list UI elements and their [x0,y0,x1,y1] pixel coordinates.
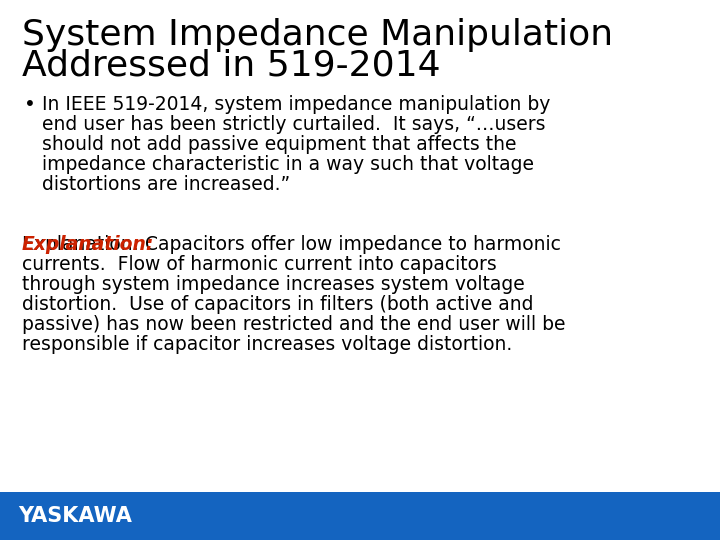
Text: Addressed in 519-2014: Addressed in 519-2014 [22,48,441,82]
Text: In IEEE 519-2014, system impedance manipulation by: In IEEE 519-2014, system impedance manip… [42,95,550,114]
Bar [0,492,720,540]
Text: end user has been strictly curtailed.  It says, “…users: end user has been strictly curtailed. It… [42,115,546,134]
Text: Explanation: Capacitors offer low impedance to harmonic: Explanation: Capacitors offer low impeda… [22,235,561,254]
Text: distortion.  Use of capacitors in filters (both active and: distortion. Use of capacitors in filters… [22,295,534,314]
Text: responsible if capacitor increases voltage distortion.: responsible if capacitor increases volta… [22,335,512,354]
Text: YASKAWA: YASKAWA [18,506,132,526]
Text: Explanation:: Explanation: [22,235,154,254]
Text: through system impedance increases system voltage: through system impedance increases syste… [22,275,525,294]
Text: passive) has now been restricted and the end user will be: passive) has now been restricted and the… [22,315,565,334]
Text: distortions are increased.”: distortions are increased.” [42,175,290,194]
Text: impedance characteristic in a way such that voltage: impedance characteristic in a way such t… [42,155,534,174]
Text: •: • [24,95,36,114]
Text: System Impedance Manipulation: System Impedance Manipulation [22,18,613,52]
Text: currents.  Flow of harmonic current into capacitors: currents. Flow of harmonic current into … [22,255,497,274]
Text: should not add passive equipment that affects the: should not add passive equipment that af… [42,135,516,154]
